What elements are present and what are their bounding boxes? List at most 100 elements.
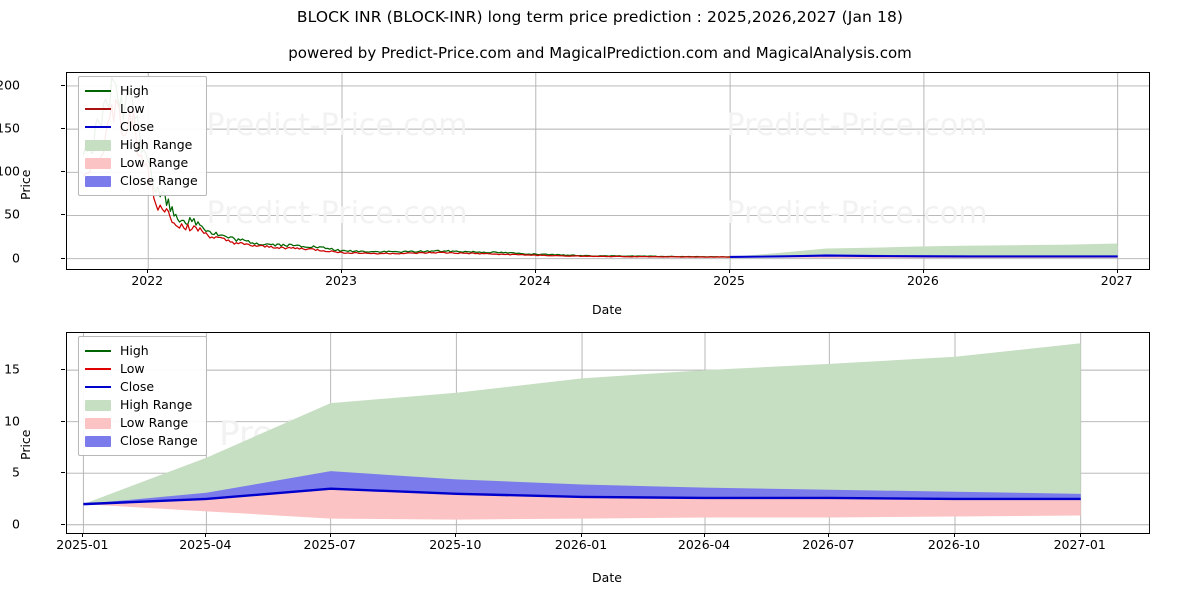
x-tick-label: 2027-01 xyxy=(1053,537,1106,552)
legend-swatch-close-range xyxy=(85,175,111,187)
x-tick-mark xyxy=(1079,533,1081,537)
x-tick-label: 2026 xyxy=(906,273,939,288)
legend-item-high: High xyxy=(85,342,198,360)
page-subtitle: powered by Predict-Price.com and Magical… xyxy=(288,44,912,62)
legend-label-high: High xyxy=(120,343,149,359)
forecast-y-tick-labels: 0 5 10 15 xyxy=(0,320,65,600)
x-tick-label: 2024 xyxy=(518,273,551,288)
legend-item-low-range: Low Range xyxy=(85,414,198,432)
x-tick-mark xyxy=(534,269,536,273)
x-tick-mark xyxy=(205,533,207,537)
y-tick-label: 50 xyxy=(4,206,20,222)
x-tick-label: 2026-01 xyxy=(554,537,608,552)
legend-swatch-high xyxy=(85,350,111,352)
x-tick-label: 2025-10 xyxy=(429,537,482,552)
legend-label-close-range: Close Range xyxy=(120,433,198,449)
y-tick-label: 200 xyxy=(0,77,20,93)
x-tick-mark xyxy=(341,269,342,273)
legend-swatch-high-range xyxy=(85,399,111,411)
legend-label-low-range: Low Range xyxy=(120,415,189,431)
legend-item-close: Close xyxy=(85,118,198,136)
legend-label-close: Close xyxy=(120,119,155,135)
legend-item-low: Low xyxy=(85,100,198,118)
x-tick-label: 2022 xyxy=(131,273,164,288)
y-tick-mark xyxy=(61,128,65,130)
y-tick-label: 0 xyxy=(12,250,20,266)
legend-label-low-range: Low Range xyxy=(120,155,189,171)
legend-swatch-high-range xyxy=(85,139,111,151)
forecast-legend: High Low Close High Range Low Range Clos… xyxy=(78,336,207,456)
overview-plot-area: Predict-Price.com Predict-Price.com Predic… xyxy=(66,72,1150,270)
x-tick-label: 2026-04 xyxy=(677,537,731,552)
overview-y-tick-labels: 0 50 100 150 200 xyxy=(0,0,65,320)
y-tick-label: 5 xyxy=(12,464,20,480)
legend-swatch-close xyxy=(85,126,111,128)
x-tick-label: 2026-07 xyxy=(802,537,855,552)
y-tick-label: 150 xyxy=(0,120,20,136)
svg-text:Predict-Price.com: Predict-Price.com xyxy=(207,196,468,231)
overview-x-tick-labels: 2022 2023 2024 2025 2026 2027 xyxy=(131,269,1133,288)
y-tick-mark xyxy=(61,171,65,173)
overview-x-axis-label: Date xyxy=(592,302,622,317)
legend-label-close: Close xyxy=(120,379,155,395)
legend-item-high-range: High Range xyxy=(85,136,198,154)
x-tick-mark xyxy=(922,269,924,273)
y-tick-mark xyxy=(61,369,65,371)
legend-item-close-range: Close Range xyxy=(85,172,198,190)
legend-swatch-low-range xyxy=(85,417,111,429)
x-tick-mark xyxy=(147,269,149,273)
x-tick-mark xyxy=(455,533,457,537)
legend-swatch-close xyxy=(85,386,111,388)
overview-legend: High Low Close High Range Low Range Clos… xyxy=(78,76,207,196)
page-title: BLOCK INR (BLOCK-INR) long term price pr… xyxy=(296,8,904,26)
y-tick-mark xyxy=(61,523,65,525)
x-tick-label: 2026-10 xyxy=(927,537,981,552)
y-tick-mark xyxy=(61,472,65,474)
legend-label-high-range: High Range xyxy=(120,397,193,413)
svg-text:Predict-Price.com: Predict-Price.com xyxy=(727,108,988,143)
y-tick-mark xyxy=(61,214,65,216)
x-tick-mark xyxy=(703,533,705,537)
legend-label-high: High xyxy=(120,83,149,99)
svg-text:Predict-Price.com: Predict-Price.com xyxy=(727,196,988,231)
forecast-x-axis-label: Date xyxy=(592,570,622,585)
svg-text:Predict-Price.com: Predict-Price.com xyxy=(207,108,468,143)
y-tick-label: 15 xyxy=(4,361,20,377)
x-tick-mark xyxy=(954,533,955,537)
forecast-x-tick-labels: 2025-01 2025-04 2025-07 2025-10 2026-01 2026-… xyxy=(0,320,1200,600)
x-tick-label: 2025-04 xyxy=(179,537,232,552)
legend-swatch-close-range xyxy=(85,435,111,447)
x-tick-mark xyxy=(329,533,331,537)
legend-label-high-range: High Range xyxy=(120,137,193,153)
x-tick-label: 2025-01 xyxy=(56,537,109,552)
x-tick-mark xyxy=(729,269,731,273)
legend-label-close-range: Close Range xyxy=(120,173,198,189)
overview-panel: Price 0 50 100 150 200 Predict-Price.com Pred… xyxy=(0,0,1150,320)
legend-item-low-range: Low Range xyxy=(85,154,198,172)
y-tick-label: 10 xyxy=(4,413,20,429)
x-tick-label: 2023 xyxy=(325,273,357,288)
x-tick-mark xyxy=(828,533,830,537)
x-tick-label: 2025 xyxy=(713,273,746,288)
legend-swatch-low-range xyxy=(85,157,111,169)
legend-swatch-high xyxy=(85,90,111,92)
x-tick-mark xyxy=(82,533,84,537)
y-tick-mark xyxy=(61,420,65,422)
legend-item-high: High xyxy=(85,82,198,100)
y-tick-mark xyxy=(61,84,65,86)
legend-swatch-low xyxy=(85,108,111,110)
legend-label-low: Low xyxy=(120,101,145,117)
x-tick-label: 2027 xyxy=(1100,273,1133,288)
y-tick-label: 0 xyxy=(12,516,20,532)
legend-item-close-range: Close Range xyxy=(85,432,198,450)
legend-swatch-low xyxy=(85,368,111,370)
legend-item-high-range: High Range xyxy=(85,396,198,414)
x-tick-label: 2025-07 xyxy=(303,537,356,552)
legend-label-low: Low xyxy=(120,361,145,377)
y-tick-label: 100 xyxy=(0,163,20,179)
y-tick-mark xyxy=(61,257,65,259)
legend-item-close: Close xyxy=(85,378,198,396)
